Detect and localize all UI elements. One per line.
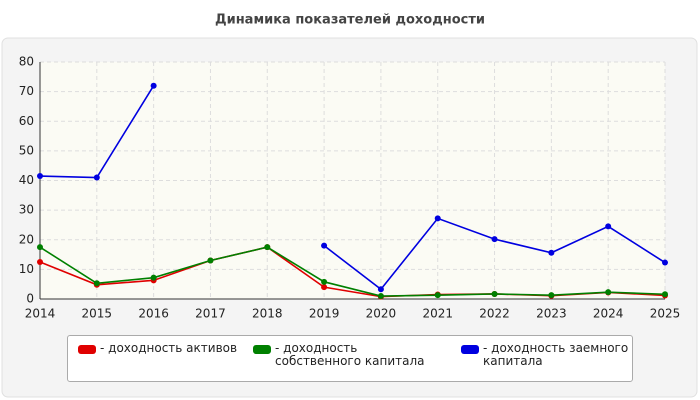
- legend-label: - доходность заемного капитала: [483, 341, 629, 368]
- legend: - доходность активов - доходность собстве…: [67, 335, 633, 382]
- y-tick-label: 30: [19, 203, 34, 217]
- point: [548, 292, 555, 299]
- point: [548, 249, 555, 256]
- point: [662, 259, 668, 266]
- point: [150, 274, 157, 281]
- point: [434, 292, 441, 299]
- x-tick-label: 2017: [195, 307, 226, 321]
- legend-swatch: [78, 345, 96, 354]
- point: [491, 236, 498, 243]
- point: [93, 280, 100, 287]
- y-tick-label: 80: [19, 55, 34, 69]
- x-tick-label: 2022: [479, 307, 510, 321]
- y-tick-label: 0: [26, 292, 34, 306]
- y-tick-label: 10: [19, 262, 34, 276]
- point: [207, 257, 214, 264]
- point: [377, 286, 384, 293]
- y-tick-label: 40: [19, 173, 34, 187]
- point: [321, 284, 328, 291]
- x-tick-label: 2019: [309, 307, 340, 321]
- legend-swatch: [253, 345, 271, 354]
- point: [93, 174, 100, 181]
- x-tick-label: 2025: [650, 307, 681, 321]
- x-tick-label: 2020: [366, 307, 397, 321]
- y-tick-label: 20: [19, 232, 34, 246]
- y-tick-label: 70: [19, 84, 34, 98]
- legend-item: - доходность заемного капитала: [461, 342, 633, 368]
- x-tick-label: 2018: [252, 307, 283, 321]
- x-tick-label: 2021: [422, 307, 453, 321]
- y-tick-label: 50: [19, 143, 34, 157]
- x-tick-label: 2023: [536, 307, 567, 321]
- series-line: [39, 246, 666, 297]
- legend-label: - доходность активов: [100, 341, 238, 355]
- chart-title: Динамика показателей доходности: [215, 13, 485, 28]
- x-tick-label: 2015: [82, 307, 113, 321]
- point: [434, 215, 441, 222]
- point: [605, 223, 612, 230]
- point: [37, 258, 43, 265]
- point: [37, 244, 43, 251]
- point: [264, 244, 271, 251]
- point: [37, 173, 43, 180]
- legend-swatch: [461, 345, 479, 354]
- legend-label: - доходность собственного капитала: [275, 341, 425, 368]
- x-tick-label: 2024: [593, 307, 624, 321]
- point: [321, 242, 328, 249]
- legend-item: - доходность собственного капитала: [253, 342, 425, 368]
- x-tick-label: 2016: [138, 307, 169, 321]
- point: [150, 82, 157, 89]
- x-tick-label: 2014: [25, 307, 56, 321]
- point: [491, 290, 498, 297]
- point: [605, 289, 612, 296]
- point: [662, 291, 668, 298]
- point: [321, 278, 328, 285]
- legend-item: - доходность активов: [78, 342, 250, 355]
- y-tick-label: 60: [19, 114, 34, 128]
- point: [377, 293, 384, 300]
